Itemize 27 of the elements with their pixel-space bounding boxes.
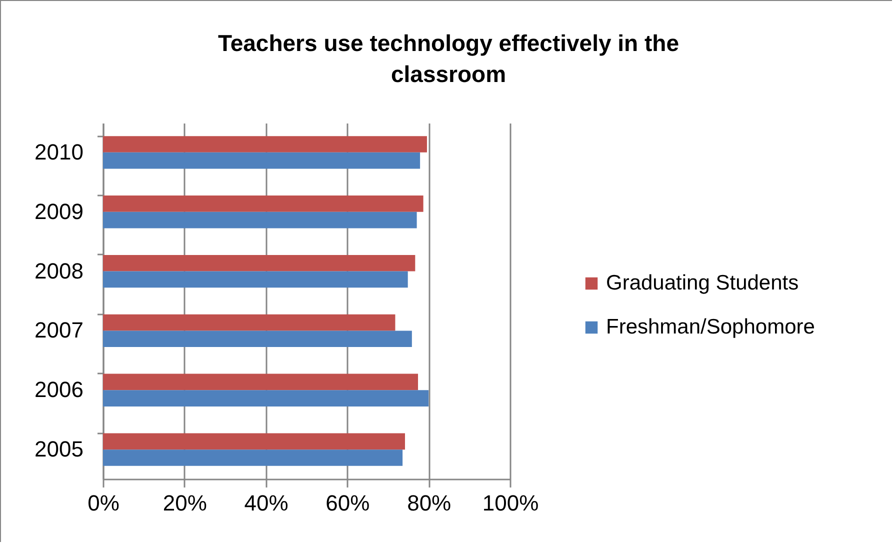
bar: [103, 330, 412, 348]
legend-label: Graduating Students: [606, 272, 799, 294]
bar: [103, 314, 396, 331]
x-tick-label: 80%: [407, 490, 452, 516]
bar: [103, 136, 427, 152]
bar: [103, 212, 417, 228]
x-tick-label: 100%: [482, 490, 539, 516]
bar: [103, 390, 429, 406]
y-tick-label: 2009: [34, 198, 84, 224]
x-tick-label: 60%: [326, 490, 370, 516]
bar: [103, 433, 405, 450]
y-tick-label: 2006: [34, 377, 84, 402]
bar: [103, 374, 418, 390]
x-tick-label: 20%: [162, 490, 207, 516]
bar: [103, 254, 416, 272]
y-tick-label: 2010: [34, 139, 84, 164]
bar: [103, 271, 408, 288]
bar: [103, 152, 420, 169]
y-tick-label: 2007: [34, 318, 84, 343]
y-tick-label: 2008: [34, 258, 84, 284]
chart-title: Teachers use technology effectively in the classroom: [218, 30, 679, 87]
bar: [103, 450, 403, 466]
legend-label: Freshman/Sophomore: [606, 316, 815, 338]
bar: [103, 196, 424, 212]
x-tick-label: 0%: [88, 490, 120, 516]
x-tick-label: 40%: [244, 490, 288, 516]
y-tick-label: 2005: [34, 436, 84, 462]
